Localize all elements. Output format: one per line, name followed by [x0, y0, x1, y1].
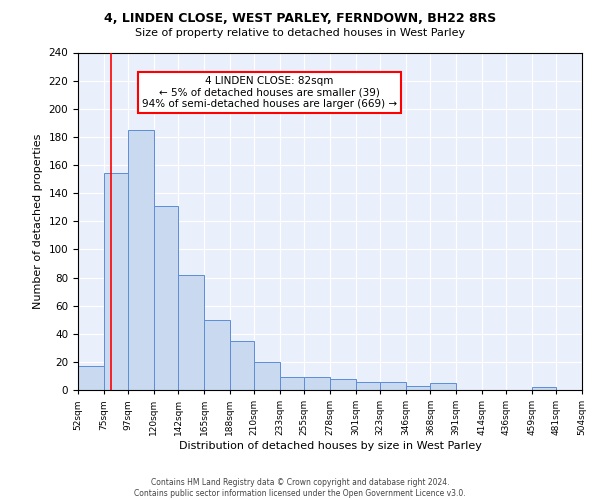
Bar [78, 366, 104, 390]
Bar [230, 341, 254, 390]
Bar [128, 130, 154, 390]
Bar [356, 382, 380, 390]
Text: 4, LINDEN CLOSE, WEST PARLEY, FERNDOWN, BH22 8RS: 4, LINDEN CLOSE, WEST PARLEY, FERNDOWN, … [104, 12, 496, 26]
Bar [178, 274, 204, 390]
Bar [204, 320, 230, 390]
Text: Size of property relative to detached houses in West Parley: Size of property relative to detached ho… [135, 28, 465, 38]
Bar [154, 206, 178, 390]
Bar [254, 362, 280, 390]
Text: 4 LINDEN CLOSE: 82sqm
← 5% of detached houses are smaller (39)
94% of semi-detac: 4 LINDEN CLOSE: 82sqm ← 5% of detached h… [142, 76, 397, 110]
Text: Contains HM Land Registry data © Crown copyright and database right 2024.
Contai: Contains HM Land Registry data © Crown c… [134, 478, 466, 498]
Bar [406, 386, 430, 390]
Bar [304, 378, 330, 390]
Bar [280, 378, 304, 390]
X-axis label: Distribution of detached houses by size in West Parley: Distribution of detached houses by size … [179, 441, 481, 451]
Bar [430, 383, 456, 390]
Bar [380, 382, 406, 390]
Y-axis label: Number of detached properties: Number of detached properties [33, 134, 43, 309]
Bar [532, 387, 556, 390]
Bar [104, 174, 128, 390]
Bar [330, 379, 356, 390]
